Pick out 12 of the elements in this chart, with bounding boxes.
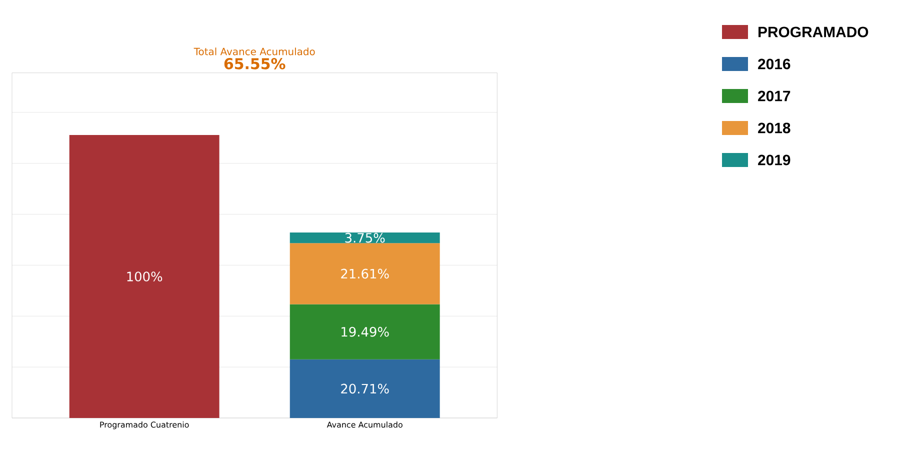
legend-label: 2017 xyxy=(758,90,790,102)
data-label: 19.49% xyxy=(342,326,389,337)
legend-label: 2016 xyxy=(758,58,790,70)
legend-label: 2018 xyxy=(758,122,790,134)
data-label: 100% xyxy=(127,272,162,282)
data-label: 20.71% xyxy=(341,384,389,394)
data-label: 21.61% xyxy=(341,268,389,279)
legend-label: 2019 xyxy=(758,154,790,166)
data-label: 3.75% xyxy=(345,232,385,243)
chart-subtitle: 65.55% xyxy=(224,58,286,70)
chart-title: Total Avance Acumulado xyxy=(194,48,315,56)
legend-label: PROGRAMADO xyxy=(758,26,868,38)
